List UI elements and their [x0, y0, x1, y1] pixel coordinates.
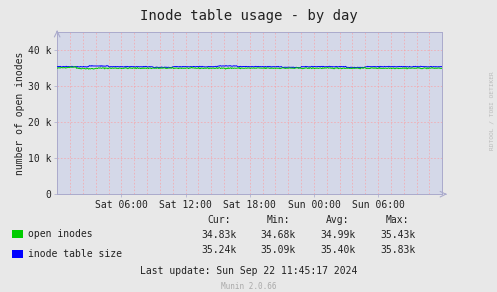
Text: 34.68k: 34.68k	[261, 230, 296, 240]
Text: 34.83k: 34.83k	[201, 230, 236, 240]
Text: RDTOOL / TOBI OETIKER: RDTOOL / TOBI OETIKER	[490, 72, 495, 150]
Text: 34.99k: 34.99k	[321, 230, 355, 240]
Text: Avg:: Avg:	[326, 215, 350, 225]
Text: inode table size: inode table size	[28, 249, 122, 259]
Text: Min:: Min:	[266, 215, 290, 225]
Text: 35.43k: 35.43k	[380, 230, 415, 240]
Text: 35.09k: 35.09k	[261, 245, 296, 255]
Y-axis label: number of open inodes: number of open inodes	[15, 51, 25, 175]
Text: 35.24k: 35.24k	[201, 245, 236, 255]
Text: 35.83k: 35.83k	[380, 245, 415, 255]
Text: Munin 2.0.66: Munin 2.0.66	[221, 282, 276, 291]
Text: Max:: Max:	[386, 215, 410, 225]
Text: Cur:: Cur:	[207, 215, 231, 225]
Text: open inodes: open inodes	[28, 229, 93, 239]
Text: Last update: Sun Sep 22 11:45:17 2024: Last update: Sun Sep 22 11:45:17 2024	[140, 266, 357, 276]
Text: 35.40k: 35.40k	[321, 245, 355, 255]
Text: Inode table usage - by day: Inode table usage - by day	[140, 9, 357, 23]
